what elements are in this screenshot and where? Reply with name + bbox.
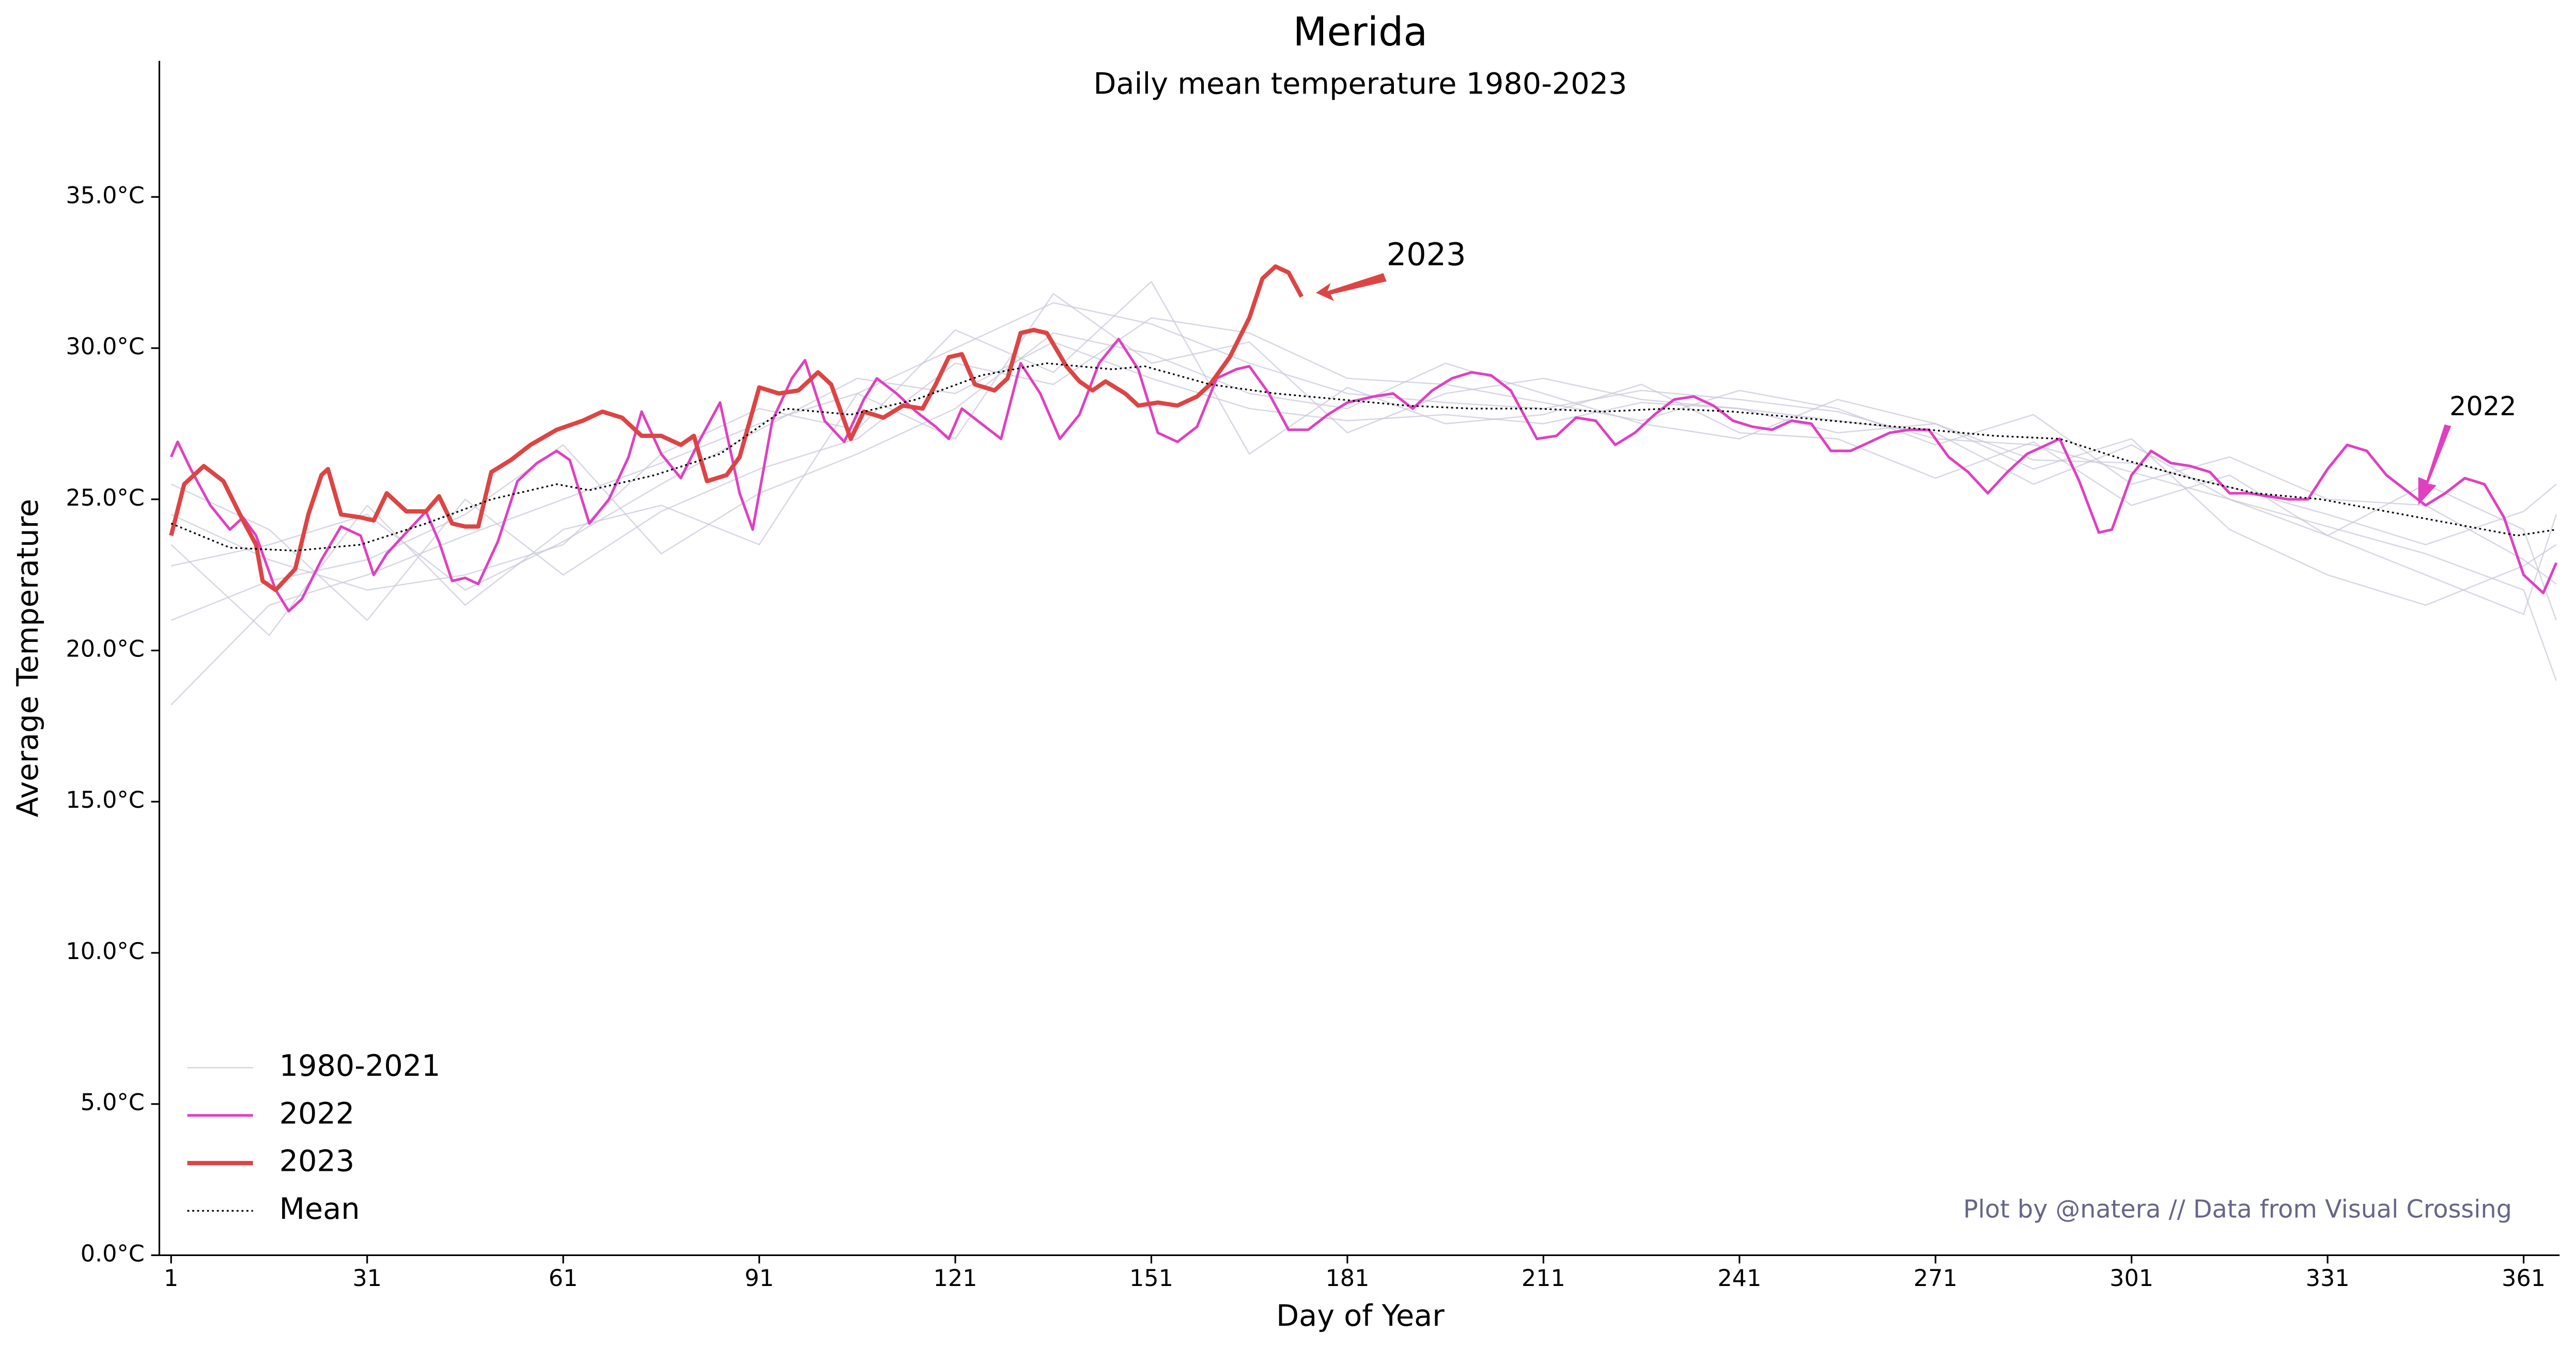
y-tick-label: 0.0°C [81,1240,145,1267]
annotation-arrow-2022 [2418,424,2451,505]
y-axis-label: Average Temperature [10,499,45,818]
x-tick-label: 331 [2306,1265,2350,1292]
y-tick-label: 20.0°C [66,635,144,662]
history-line [170,293,2557,636]
x-tick-label: 211 [1522,1265,1565,1292]
x-tick-label: 151 [1129,1265,1173,1292]
history-line [170,302,2557,705]
x-tick-label: 361 [2502,1265,2546,1292]
x-axis-label: Day of Year [1276,1298,1445,1333]
legend-label: 2023 [280,1144,355,1179]
x-tick-label: 271 [1914,1265,1958,1292]
annotation: 2022 [2449,391,2516,422]
legend: 1980-2021 2022 2023 Mean [187,1048,441,1226]
series-line [169,337,2558,613]
y-tick-label: 10.0°C [66,938,144,965]
history-line [170,280,2557,621]
history-line [170,332,2557,621]
chart-title: Merida [1293,9,1428,55]
legend-label: 2022 [280,1096,355,1131]
history-line [170,317,2557,621]
x-tick-label: 301 [2109,1265,2153,1292]
legend-label: Mean [280,1191,360,1226]
x-tick-label: 91 [744,1265,774,1292]
y-tick-label: 35.0°C [66,182,144,209]
annotation-arrow-2023 [1316,273,1387,301]
y-tick-label: 30.0°C [66,333,144,360]
y-tick-label: 15.0°C [66,787,144,813]
x-tick-label: 61 [549,1265,578,1292]
legend-label: 1980-2021 [280,1048,441,1083]
credit: Plot by @natera // Data from Visual Cros… [1963,1195,2512,1223]
y-tick-label: 25.0°C [66,484,144,511]
y-tick-label: 5.0°C [81,1089,145,1116]
x-tick-label: 1 [164,1265,178,1292]
annotation: 2023 [1387,237,1466,273]
x-tick-label: 31 [352,1265,382,1292]
series-line [169,264,1304,592]
plot-area [169,264,2558,705]
series-line [170,362,2557,552]
chart-subtitle: Daily mean temperature 1980-2023 [1093,66,1627,101]
x-tick-label: 181 [1325,1265,1369,1292]
x-tick-label: 121 [934,1265,977,1292]
x-tick-label: 241 [1717,1265,1761,1292]
